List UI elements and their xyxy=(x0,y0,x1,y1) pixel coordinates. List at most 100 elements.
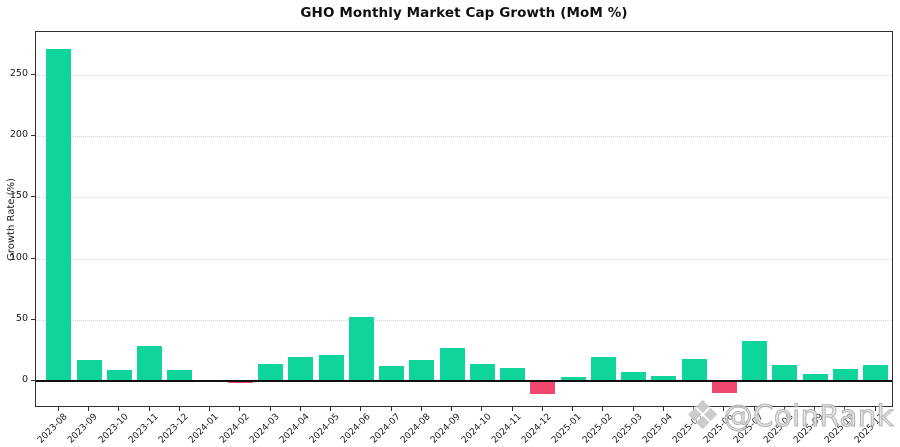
y-axis-title-wrap: Growth Rate (%) xyxy=(0,31,22,407)
x-tick-label: 2024-11 xyxy=(489,412,524,446)
bar-2024-02 xyxy=(227,382,253,383)
bar-2024-12 xyxy=(530,382,556,395)
x-tick-mark xyxy=(844,407,846,411)
x-tick-label: 2023-12 xyxy=(157,412,191,446)
x-tick-mark xyxy=(269,407,271,411)
x-tick-mark xyxy=(239,407,241,411)
zero-baseline xyxy=(36,380,892,382)
x-tick-label: 2025-11 xyxy=(852,412,887,446)
x-tick-mark xyxy=(299,407,301,411)
x-tick-mark xyxy=(874,407,876,411)
x-tick-mark xyxy=(723,407,725,411)
x-tick-label: 2024-06 xyxy=(338,412,373,446)
gridline-y-150 xyxy=(36,197,892,199)
x-tick-label: 2023-08 xyxy=(36,412,70,446)
y-tick-mark xyxy=(31,135,35,137)
bar-2025-04 xyxy=(651,376,677,381)
x-tick-mark xyxy=(541,407,543,411)
x-tick-mark xyxy=(209,407,211,411)
bar-2024-08 xyxy=(409,360,435,381)
chart-title: GHO Monthly Market Cap Growth (MoM %) xyxy=(300,5,628,21)
x-tick-mark xyxy=(783,407,785,411)
x-tick-label: 2025-01 xyxy=(550,412,585,446)
x-tick-mark xyxy=(814,407,816,411)
bar-2025-07 xyxy=(742,340,768,381)
bar-2025-02 xyxy=(590,356,616,381)
bar-2025-10 xyxy=(832,368,858,381)
y-tick-mark xyxy=(31,196,35,198)
x-tick-label: 2024-07 xyxy=(368,412,403,446)
bar-2025-06 xyxy=(711,382,737,394)
x-tick-label: 2025-06 xyxy=(701,412,736,446)
x-tick-label: 2023-10 xyxy=(96,412,131,446)
x-tick-label: 2024-10 xyxy=(459,412,494,446)
bar-2024-10 xyxy=(469,363,495,381)
x-tick-mark xyxy=(360,407,362,411)
bar-2025-01 xyxy=(560,377,586,381)
x-tick-mark xyxy=(420,407,422,411)
bar-2024-04 xyxy=(288,356,314,381)
y-tick-label: 150 xyxy=(9,190,28,202)
x-tick-label: 2024-05 xyxy=(308,412,343,446)
gridline-y-250 xyxy=(36,75,892,76)
x-tick-label: 2025-09 xyxy=(792,412,827,446)
x-tick-label: 2025-08 xyxy=(762,412,796,446)
x-tick-mark xyxy=(390,407,392,411)
y-tick-mark xyxy=(31,318,35,320)
x-tick-label: 2025-02 xyxy=(580,412,615,446)
y-tick-label: 50 xyxy=(15,312,28,324)
y-tick-mark xyxy=(31,380,35,381)
x-tick-label: 2024-08 xyxy=(399,412,433,446)
x-tick-label: 2024-02 xyxy=(217,412,252,446)
x-tick-label: 2023-09 xyxy=(66,412,101,446)
x-tick-mark xyxy=(693,407,695,411)
x-tick-label: 2023-11 xyxy=(126,412,161,446)
x-tick-mark xyxy=(662,407,664,411)
x-tick-label: 2025-04 xyxy=(641,412,675,446)
y-tick-label: 0 xyxy=(21,374,28,385)
bar-2024-11 xyxy=(500,367,526,381)
x-tick-mark xyxy=(632,407,634,411)
x-tick-mark xyxy=(511,407,513,411)
x-tick-label: 2025-05 xyxy=(671,412,706,446)
gridline-y-100 xyxy=(36,258,892,260)
bar-2023-11 xyxy=(137,345,163,381)
bar-2024-09 xyxy=(439,347,465,381)
x-tick-mark xyxy=(178,407,180,411)
x-tick-label: 2024-01 xyxy=(187,412,222,446)
x-tick-mark xyxy=(118,407,120,411)
bar-2023-08 xyxy=(46,49,72,381)
bar-2024-03 xyxy=(258,363,284,381)
bar-2023-12 xyxy=(167,369,193,381)
x-tick-mark xyxy=(88,407,90,411)
bar-2023-09 xyxy=(76,360,102,381)
x-tick-mark xyxy=(451,407,453,411)
x-tick-mark xyxy=(481,407,483,411)
x-tick-label: 2024-09 xyxy=(429,412,464,446)
x-tick-label: 2024-04 xyxy=(278,412,312,446)
x-tick-label: 2025-07 xyxy=(731,412,766,446)
bar-2025-08 xyxy=(772,365,798,381)
x-tick-mark xyxy=(148,407,150,411)
x-tick-mark xyxy=(753,407,755,411)
x-tick-mark xyxy=(572,407,574,411)
x-tick-label: 2024-12 xyxy=(520,412,554,446)
bar-2025-09 xyxy=(802,373,828,381)
x-tick-mark xyxy=(57,407,59,411)
gridline-y-50 xyxy=(36,319,892,321)
plot-area xyxy=(35,31,893,407)
y-tick-label: 250 xyxy=(9,68,28,79)
y-tick-label: 100 xyxy=(9,251,28,263)
bar-2023-10 xyxy=(106,369,132,381)
bar-2024-05 xyxy=(318,355,344,381)
bar-2025-05 xyxy=(681,358,707,381)
bar-2025-03 xyxy=(621,372,647,381)
x-tick-label: 2025-10 xyxy=(822,412,857,446)
gridline-y-200 xyxy=(36,136,892,138)
bar-2025-11 xyxy=(863,365,889,381)
x-tick-mark xyxy=(602,407,604,411)
y-tick-label: 200 xyxy=(9,129,28,141)
y-tick-mark xyxy=(31,257,35,259)
y-tick-mark xyxy=(31,74,35,75)
